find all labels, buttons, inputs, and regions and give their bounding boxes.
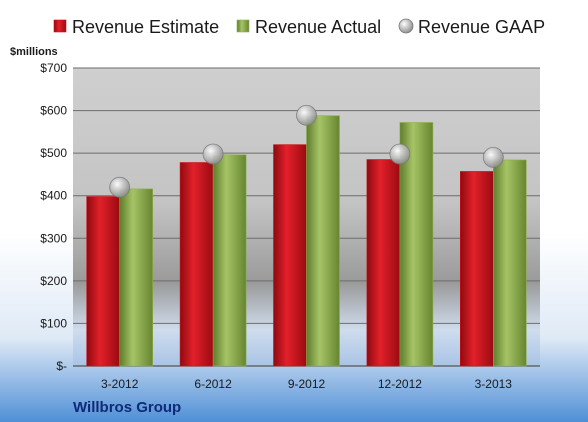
y-tick-label: $- — [56, 359, 67, 373]
legend-swatch-estimate — [53, 19, 67, 33]
bar-revenue-estimate — [459, 171, 494, 367]
bar-revenue-actual — [212, 154, 247, 367]
company-name: Willbros Group — [73, 399, 181, 416]
bar-revenue-actual — [399, 122, 434, 367]
x-tick-label: 9-2012 — [288, 377, 326, 391]
bar-revenue-actual — [492, 159, 527, 367]
y-tick-label: $300 — [40, 231, 67, 245]
legend-label: Revenue GAAP — [418, 17, 545, 37]
marker-revenue-gaap — [296, 104, 317, 126]
y-tick-label: $500 — [40, 146, 67, 160]
legend-swatch-gaap — [398, 18, 414, 34]
bar-revenue-estimate — [179, 162, 214, 367]
legend: Revenue Estimate Revenue Actual Revenue GA… — [53, 17, 545, 37]
bar-revenue-estimate — [366, 159, 401, 367]
bar-revenue-actual — [119, 188, 153, 367]
y-axis-unit-label: $millions — [10, 46, 58, 58]
bar-revenue-actual — [306, 115, 340, 367]
y-tick-label: $600 — [40, 104, 67, 118]
legend-swatch-actual — [236, 19, 250, 33]
legend-label: Revenue Estimate — [72, 17, 219, 37]
y-axis-ticks: $- $100 $200 $300 $400 $500 $600 $700 — [40, 61, 67, 373]
marker-revenue-gaap — [109, 176, 131, 198]
y-tick-label: $400 — [40, 189, 67, 203]
x-tick-label: 3-2013 — [475, 377, 513, 391]
marker-revenue-gaap — [202, 143, 224, 165]
gaap-markers — [109, 104, 504, 198]
x-tick-label: 6-2012 — [194, 377, 232, 391]
x-tick-label: 3-2012 — [101, 377, 139, 391]
y-tick-label: $200 — [40, 274, 67, 288]
bar-revenue-estimate — [273, 144, 307, 367]
legend-label: Revenue Actual — [255, 17, 381, 37]
x-tick-label: 12-2012 — [378, 377, 422, 391]
y-tick-label: $100 — [40, 316, 67, 330]
bar-revenue-estimate — [86, 196, 120, 367]
bars — [86, 115, 527, 367]
marker-revenue-gaap — [389, 143, 411, 165]
x-axis-ticks: 3-2012 6-2012 9-2012 12-2012 3-2013 — [101, 377, 512, 391]
marker-revenue-gaap — [482, 146, 504, 168]
y-tick-label: $700 — [40, 61, 67, 75]
